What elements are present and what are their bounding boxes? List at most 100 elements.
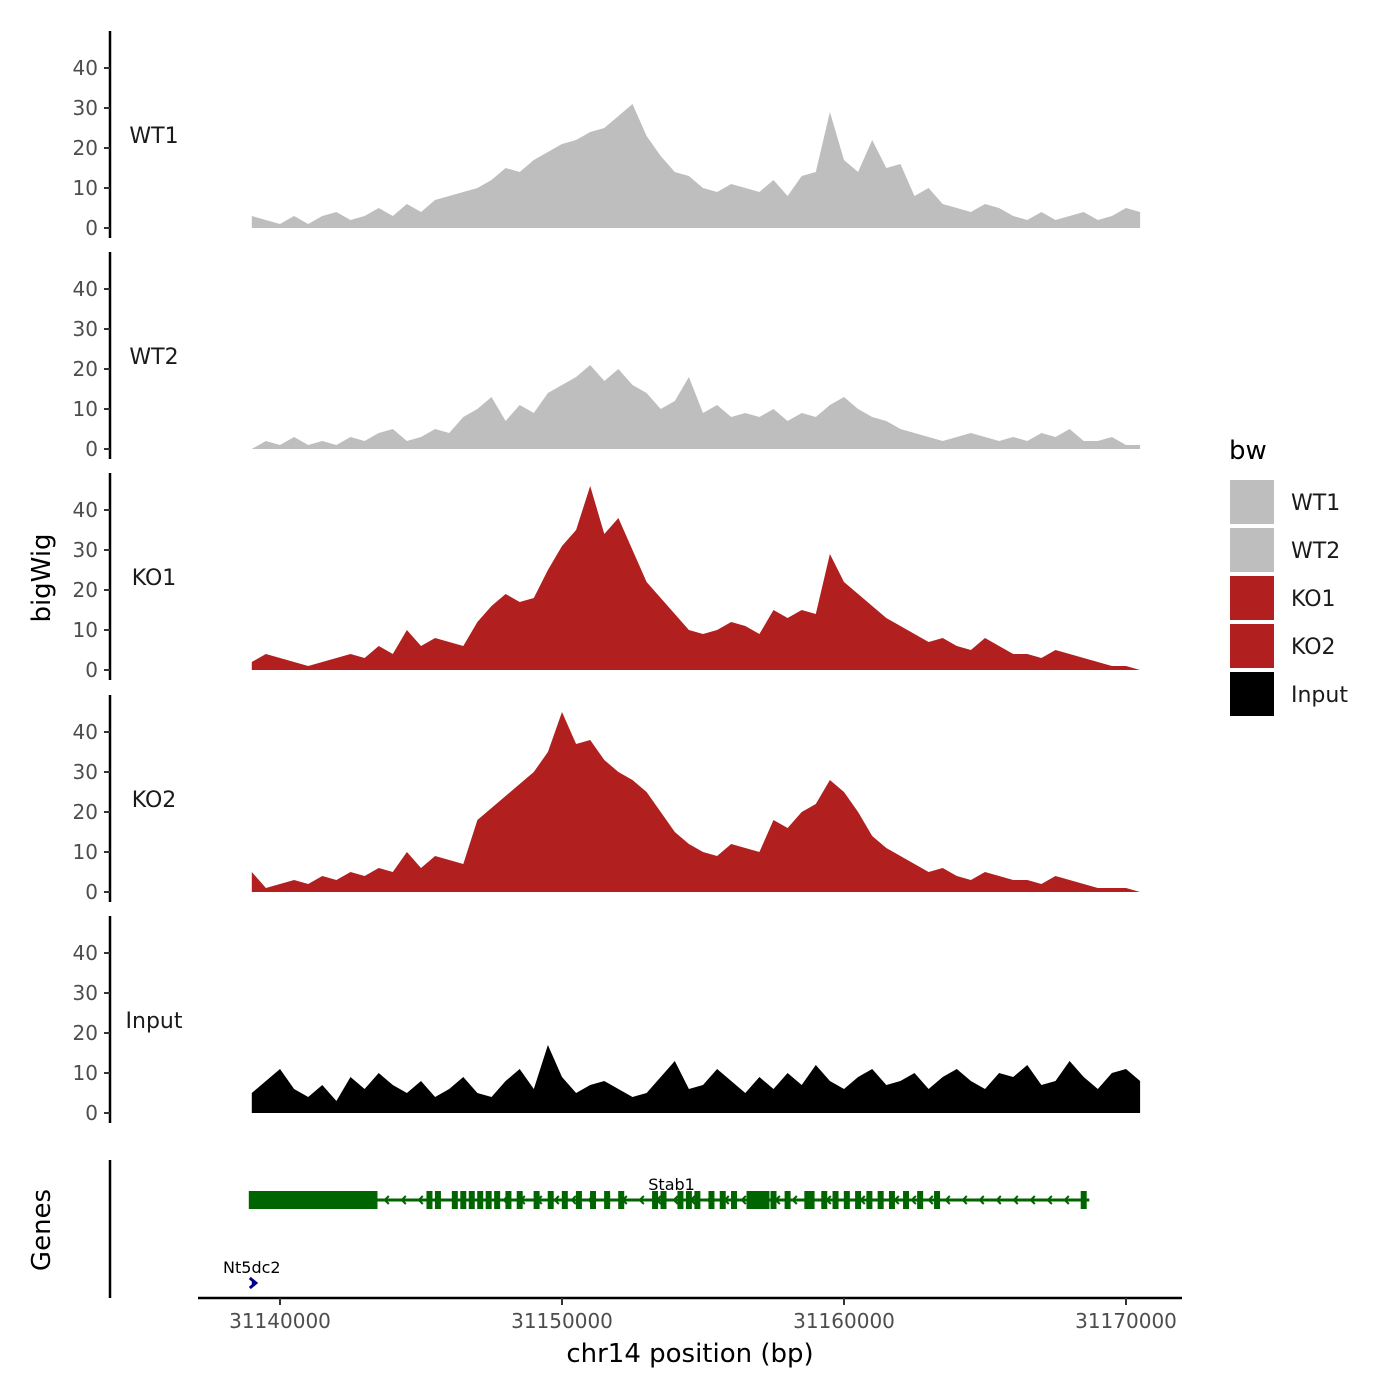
y-tick-label: 10 — [73, 176, 98, 200]
genes-panel: Stab1 Nt5dc2 — [108, 1160, 1090, 1298]
y-tick-label: 30 — [73, 981, 98, 1005]
exon — [265, 1191, 272, 1209]
y-tick-label: 0 — [85, 1101, 98, 1125]
exon — [303, 1191, 310, 1209]
track-label-wt2: WT2 — [129, 345, 178, 370]
legend-key-wt2 — [1230, 528, 1274, 572]
strand-arrow — [791, 1195, 798, 1205]
exon — [320, 1191, 327, 1209]
track-input: 0 10 20 30 40 Input — [73, 916, 1141, 1125]
exon — [261, 1191, 268, 1209]
gene-label-nt5dc2: Nt5dc2 — [223, 1258, 281, 1277]
legend-title: bw — [1229, 436, 1267, 466]
strand-arrow — [927, 1195, 934, 1205]
exon — [367, 1191, 374, 1209]
y-tick-label: 40 — [73, 277, 98, 301]
strand-arrow — [570, 1195, 577, 1205]
exon — [708, 1191, 715, 1209]
strand-arrow — [910, 1195, 917, 1205]
exon — [291, 1191, 298, 1209]
exon — [308, 1191, 315, 1209]
area-input — [251, 1045, 1141, 1113]
exon — [333, 1191, 340, 1209]
legend-label-ko1: KO1 — [1291, 587, 1336, 612]
legend-label-input: Input — [1291, 683, 1348, 708]
exon — [877, 1191, 884, 1209]
y-tick-label: 0 — [85, 216, 98, 240]
legend-label-wt1: WT1 — [1291, 491, 1340, 516]
strand-arrow — [672, 1195, 679, 1205]
area-wt1 — [251, 104, 1141, 228]
exon — [855, 1191, 862, 1209]
track-wt1: 0 10 20 30 40 WT1 — [73, 31, 1141, 240]
exon — [343, 1191, 350, 1209]
x-tick-label: 31170000 — [1075, 1309, 1177, 1333]
exon — [278, 1191, 285, 1209]
track-ko1: 0 10 20 30 40 KO1 — [73, 473, 1141, 682]
signal-tracks: 0 10 20 30 40 WT1 0 10 20 30 40 WT2 0 10 20 30 40 KO1 0 10 2… — [73, 31, 1141, 1125]
legend: bw WT1 WT2 KO1 KO2 Input — [1229, 436, 1348, 716]
exon — [533, 1191, 540, 1209]
exon — [561, 1191, 568, 1209]
exon — [804, 1191, 811, 1209]
gene-label-stab1: Stab1 — [648, 1175, 695, 1194]
y-tick-label: 20 — [73, 357, 98, 381]
strand-arrow — [1012, 1195, 1019, 1205]
exon — [324, 1191, 331, 1209]
exon — [460, 1191, 467, 1209]
y-tick-label: 10 — [73, 1061, 98, 1085]
strand-arrow — [995, 1195, 1002, 1205]
y-tick-label: 30 — [73, 96, 98, 120]
exon — [426, 1191, 433, 1209]
exon — [312, 1191, 319, 1209]
strand-arrow — [1029, 1195, 1036, 1205]
exon — [604, 1191, 611, 1209]
y-tick-label: 40 — [73, 720, 98, 744]
exon — [685, 1191, 692, 1209]
strand-arrow — [1046, 1195, 1053, 1205]
y-tick-label: 0 — [85, 437, 98, 461]
exon — [355, 1191, 362, 1209]
exon — [286, 1191, 293, 1209]
exon — [652, 1191, 659, 1209]
track-label-ko1: KO1 — [132, 566, 177, 591]
y-tick-label: 30 — [73, 760, 98, 784]
strand-arrow — [961, 1195, 968, 1205]
legend-key-input — [1230, 672, 1274, 716]
y-tick-label: 0 — [85, 658, 98, 682]
y-tick-label: 20 — [73, 1021, 98, 1045]
exon — [618, 1191, 625, 1209]
gene-stab1: Stab1 — [248, 1175, 1090, 1209]
y-tick-label: 40 — [73, 56, 98, 80]
exon — [934, 1191, 941, 1209]
exon — [903, 1191, 910, 1209]
y-tick-label: 20 — [73, 800, 98, 824]
exon — [719, 1191, 726, 1209]
strand-arrow — [638, 1195, 645, 1205]
y-tick-label: 0 — [85, 880, 98, 904]
strand-arrow — [1063, 1195, 1070, 1205]
exon — [248, 1191, 255, 1209]
exon — [808, 1191, 815, 1209]
strand-arrow — [740, 1195, 747, 1205]
legend-label-ko2: KO2 — [1291, 635, 1336, 660]
exon — [575, 1191, 582, 1209]
gene-nt5dc2: Nt5dc2 — [223, 1258, 281, 1290]
y-tick-label: 10 — [73, 397, 98, 421]
strand-arrow — [944, 1195, 951, 1205]
exon — [269, 1191, 276, 1209]
exon — [590, 1191, 597, 1209]
exon — [821, 1191, 828, 1209]
track-wt2: 0 10 20 30 40 WT2 — [73, 252, 1141, 461]
exon — [468, 1191, 475, 1209]
exon — [316, 1191, 323, 1209]
area-wt2 — [251, 365, 1141, 449]
y-tick-label: 30 — [73, 538, 98, 562]
exon — [329, 1191, 336, 1209]
exon — [866, 1191, 873, 1209]
exon — [754, 1191, 761, 1209]
y-tick-label: 10 — [73, 618, 98, 642]
x-tick-label: 31160000 — [793, 1309, 895, 1333]
exon — [660, 1191, 667, 1209]
exon — [1080, 1191, 1087, 1209]
